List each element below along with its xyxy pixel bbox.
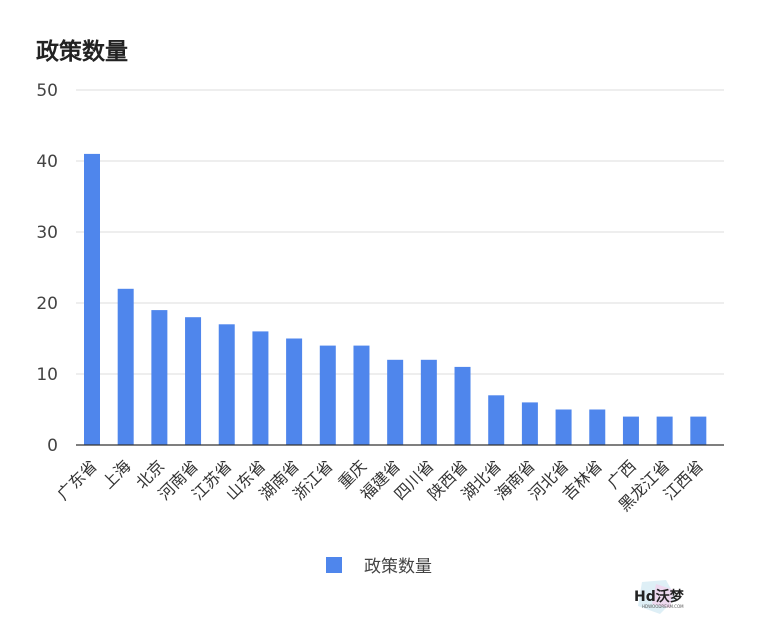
bar[interactable] — [454, 366, 471, 445]
bar[interactable] — [117, 288, 134, 445]
bar[interactable] — [622, 416, 639, 445]
bar[interactable] — [387, 359, 404, 445]
bar[interactable] — [420, 359, 437, 445]
bar[interactable] — [521, 402, 538, 445]
bar[interactable] — [218, 324, 235, 445]
bar[interactable] — [555, 409, 572, 446]
x-tick-label: 上海 — [98, 456, 134, 492]
bar-chart: 0 10 20 30 40 50 广东省上海北京河南省江苏省山东省湖南省浙江省重庆福建省四… — [36, 81, 724, 515]
bar[interactable] — [252, 331, 269, 445]
bar[interactable] — [488, 395, 505, 445]
bar[interactable] — [690, 416, 707, 445]
y-tick-label: 0 — [47, 436, 58, 456]
bar[interactable] — [185, 317, 202, 445]
y-axis-ticks: 0 10 20 30 40 50 — [36, 81, 58, 456]
bar[interactable] — [286, 338, 303, 446]
bars — [84, 153, 707, 446]
watermark-logo: Hd沃梦 HDWOODREAM.COM — [626, 578, 692, 616]
x-axis-labels: 广东省上海北京河南省江苏省山东省湖南省浙江省重庆福建省四川省陕西省湖北省海南省河… — [53, 456, 707, 515]
y-tick-label: 20 — [36, 294, 58, 314]
bar[interactable] — [656, 416, 673, 445]
y-tick-label: 50 — [36, 81, 58, 101]
chart-title: 政策数量 — [36, 39, 128, 65]
y-tick-label: 40 — [36, 152, 58, 172]
y-tick-label: 10 — [36, 365, 58, 385]
bar[interactable] — [589, 409, 606, 446]
bar[interactable] — [151, 310, 168, 445]
bar[interactable] — [319, 345, 336, 445]
y-tick-label: 30 — [36, 223, 58, 243]
watermark-text: Hd沃梦 — [634, 589, 684, 605]
watermark-shape-icon — [638, 580, 676, 614]
legend[interactable]: 政策数量 — [326, 552, 432, 577]
watermark-subtext: HDWOODREAM.COM — [642, 604, 684, 609]
bar[interactable] — [84, 153, 100, 445]
x-tick-label: 广东省 — [53, 456, 100, 503]
legend-swatch — [326, 556, 342, 573]
gridlines — [76, 89, 724, 375]
legend-label: 政策数量 — [364, 557, 432, 577]
bar[interactable] — [353, 345, 370, 445]
